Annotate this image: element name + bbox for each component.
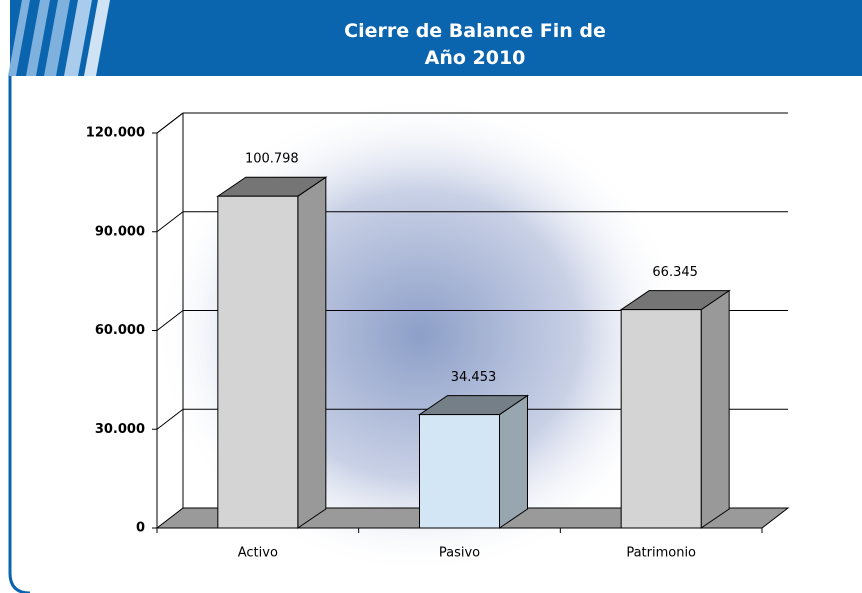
- chart-title: Cierre de Balance Fin de Año 2010: [344, 20, 606, 69]
- header-stripes: [8, 0, 110, 76]
- y-tick-label: 90.000: [95, 224, 145, 239]
- bar: [217, 195, 299, 529]
- value-label: 100.798: [245, 152, 299, 167]
- y-tick-label: 120.000: [86, 126, 145, 141]
- y-tick-label: 30.000: [95, 422, 145, 437]
- grid-line: [156, 310, 184, 331]
- value-label: 66.345: [652, 265, 698, 280]
- bar-side: [297, 176, 327, 529]
- header-bar: [10, 0, 862, 76]
- y-tick-label: 0: [136, 521, 145, 536]
- bar-side: [499, 394, 528, 529]
- x-tick-label: Patrimonio: [626, 546, 696, 561]
- x-tick-label: Pasivo: [439, 546, 480, 561]
- bar-side: [700, 289, 730, 529]
- x-tick-label: Activo: [238, 546, 278, 561]
- bar: [620, 309, 702, 529]
- value-label: 34.453: [451, 370, 497, 385]
- y-tick-label: 60.000: [95, 323, 145, 338]
- grid-line: [156, 408, 184, 430]
- grid-line: [156, 211, 184, 233]
- bar: [419, 414, 500, 529]
- frame-border: [8, 76, 31, 593]
- grid-line: [156, 112, 184, 134]
